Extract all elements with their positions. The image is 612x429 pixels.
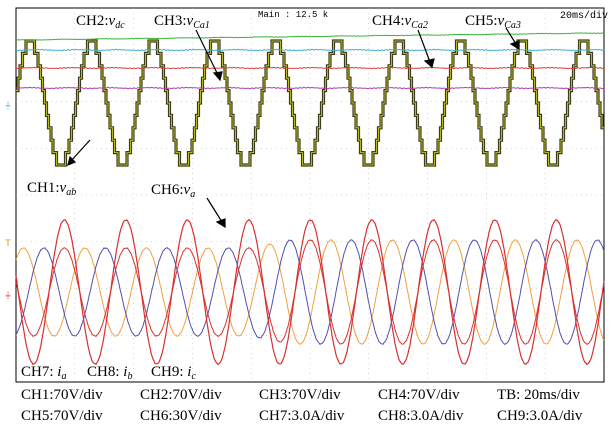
ch3-label: CH3:vCa1 [154,13,210,31]
scale-ch4: CH4:70V/div [378,387,460,403]
ch7-trace [15,238,605,346]
top-traces [15,32,605,167]
scale-row-1: CH1:70V/div CH2:70V/div CH3:70V/div CH4:… [0,387,612,407]
ch3-pointer-head [212,71,223,82]
ch5-trace [15,86,605,90]
oscilloscope-screen: Main : 12.5 k 20ms/div ⏚ T ⏚ CH2:vdc CH3… [4,7,609,383]
channel-scale-table: CH1:70V/div CH2:70V/div CH3:70V/div CH4:… [0,386,612,429]
ch4-trace [15,66,605,70]
time-per-div-readout: 20ms/div [560,10,608,22]
scale-ch7: CH7:3.0A/div [259,408,345,424]
ch3-pointer [195,29,219,76]
trigger-marker: T [5,239,11,250]
scale-row-2: CH5:70V/div CH6:30V/div CH7:3.0A/div CH8… [0,408,612,428]
ch9-label: CH9: ic [151,364,196,382]
scale-ch6: CH6:30V/div [140,408,222,424]
scale-ch5: CH5:70V/div [21,408,103,424]
ch1-label: CH1:vab [27,180,76,198]
ch6-pointer [206,197,223,223]
bottom-traces [15,218,605,366]
ch7-label: CH7: ia [21,364,66,382]
ch1-trace-highlight [16,40,604,166]
ch4-pointer-head [423,58,435,69]
pointer-arrows [67,27,520,229]
ch6-trace [15,218,605,366]
scale-ch2: CH2:70V/div [140,387,222,403]
ch6-label: CH6:va [151,182,195,200]
ch6-pointer-head [215,218,226,229]
scale-ch8: CH8:3.0A/div [378,408,464,424]
ch5-label: CH5:vCa3 [465,13,521,31]
ch1-pointer-head [67,155,77,167]
ch2-trace [15,32,605,41]
ch3-trace [15,48,605,52]
ch4-pointer [417,29,431,63]
ch8-label: CH8: ib [87,364,132,382]
ch5-pointer [505,27,517,45]
ch5-pointer-head [509,40,520,51]
timebase-readout: Main : 12.5 k [258,10,328,20]
ground-marker-bottom: ⏚ [4,291,12,301]
ground-marker-top: ⏚ [4,101,12,111]
scale-ch3: CH3:70V/div [259,387,341,403]
scale-timebase: TB: 20ms/div [497,387,580,403]
ch1-pointer [69,139,91,163]
ch4-label: CH4:vCa2 [372,13,428,31]
scale-ch9: CH9:3.0A/div [497,408,583,424]
ch2-label: CH2:vdc [76,13,125,31]
scale-ch1: CH1:70V/div [21,387,103,403]
